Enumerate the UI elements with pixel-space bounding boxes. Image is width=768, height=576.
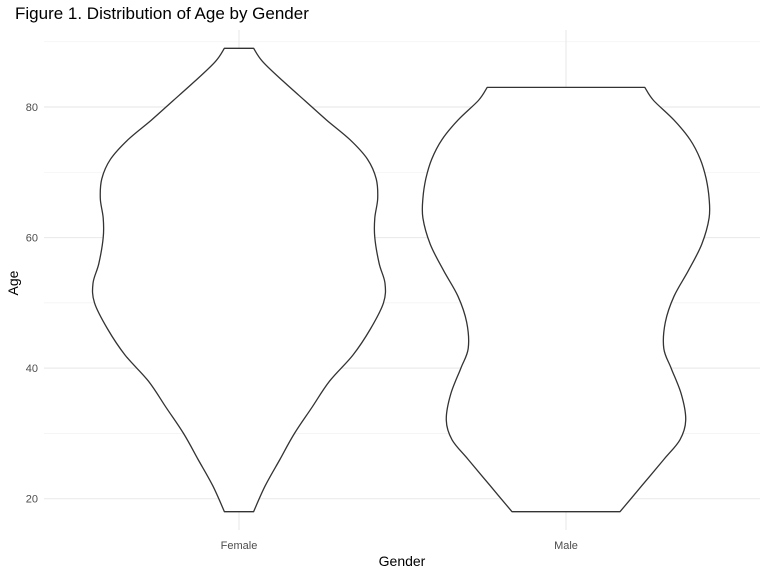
y-tick-label: 20 bbox=[26, 494, 38, 506]
y-tick-label: 80 bbox=[26, 102, 38, 114]
x-tick-label: Female bbox=[221, 540, 258, 552]
violins bbox=[91, 47, 711, 513]
tick-labels: 20 40 60 80 Female Male bbox=[26, 102, 578, 552]
violin-female bbox=[91, 47, 387, 513]
violin-male bbox=[421, 86, 711, 513]
y-axis-title: Age bbox=[5, 270, 21, 295]
chart-title: Figure 1. Distribution of Age by Gender bbox=[15, 4, 309, 23]
x-tick-label: Male bbox=[554, 540, 578, 552]
x-axis-title: Gender bbox=[379, 553, 426, 569]
y-tick-label: 60 bbox=[26, 233, 38, 245]
y-tick-label: 40 bbox=[26, 363, 38, 375]
